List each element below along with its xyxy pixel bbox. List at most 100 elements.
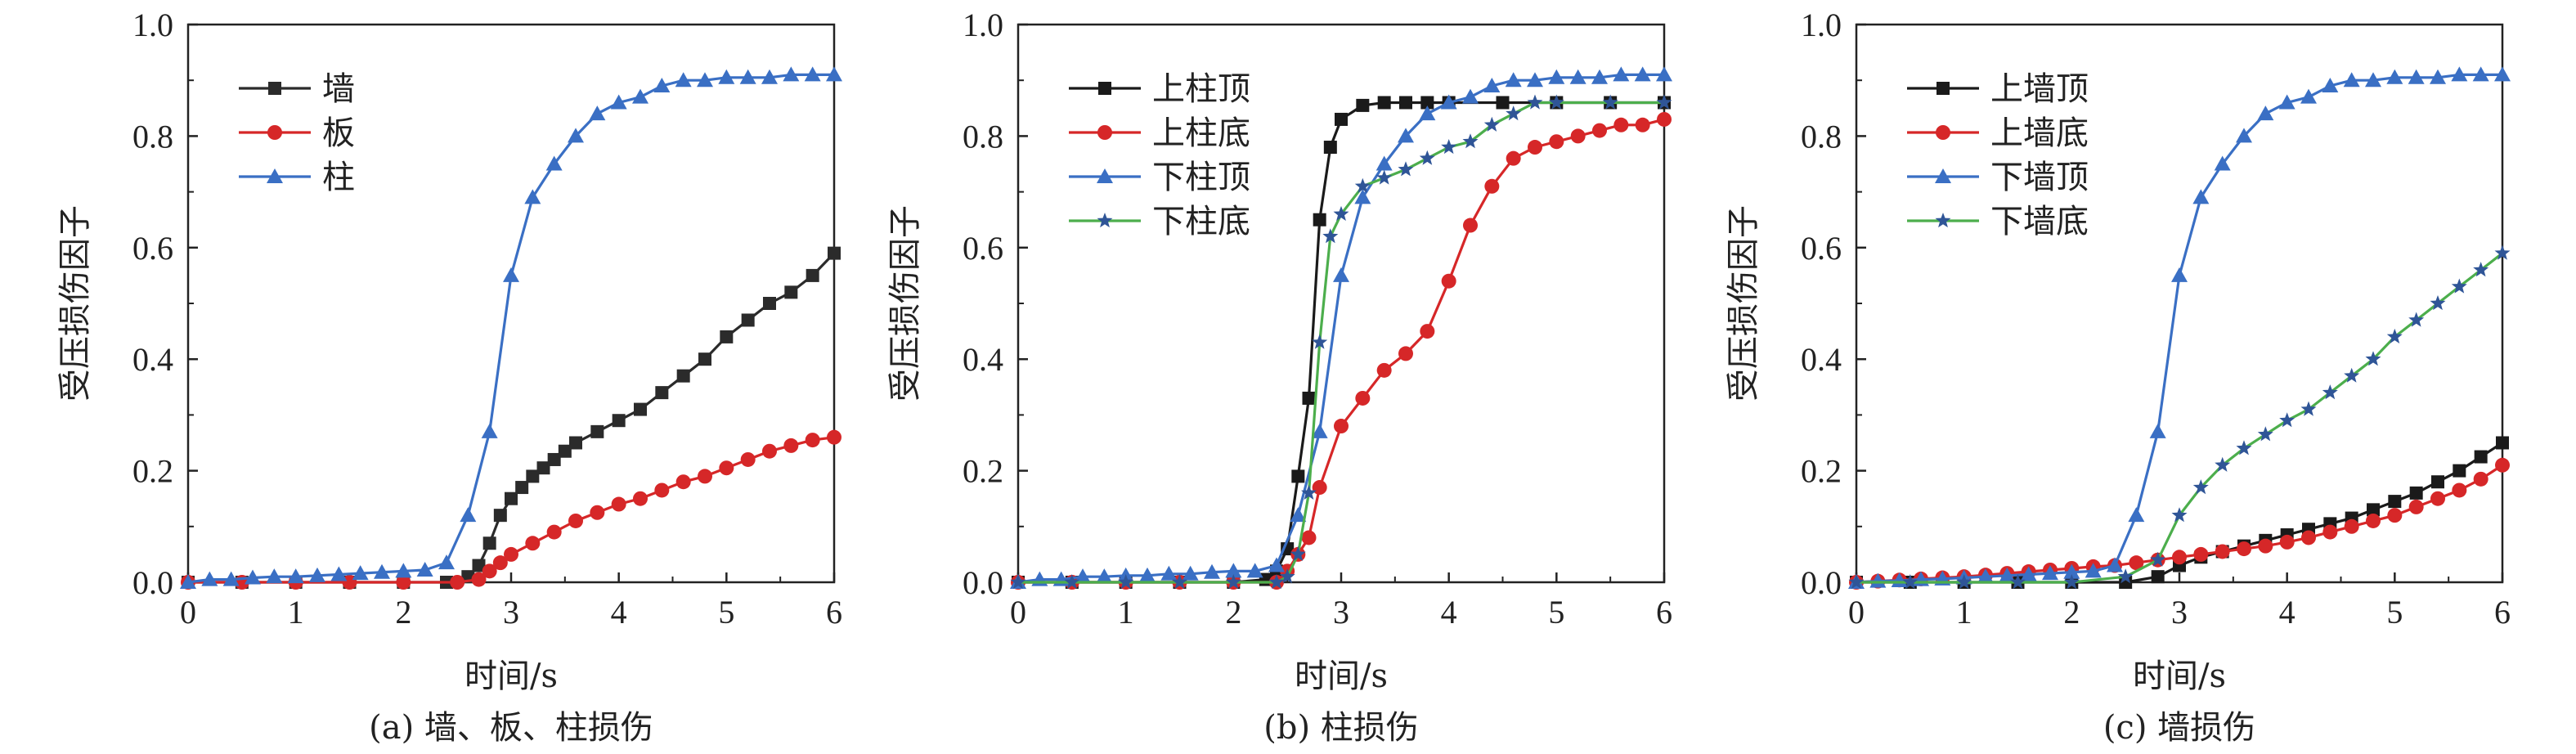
series-line bbox=[1018, 101, 1664, 584]
data-point bbox=[180, 574, 196, 589]
data-point bbox=[2344, 518, 2359, 534]
data-point bbox=[2472, 66, 2489, 82]
data-point bbox=[1441, 139, 1457, 155]
data-point bbox=[2366, 513, 2381, 528]
data-point bbox=[1290, 545, 1306, 561]
x-tick-label: 0 bbox=[1848, 594, 1865, 631]
series-line bbox=[1856, 252, 2503, 584]
data-point bbox=[2386, 69, 2403, 84]
data-point bbox=[2408, 499, 2424, 514]
data-point bbox=[611, 496, 626, 512]
data-point bbox=[1268, 574, 1285, 590]
y-tick-label: 0.0 bbox=[132, 564, 173, 601]
y-tick-label: 0.0 bbox=[1801, 564, 1842, 601]
series-4 bbox=[1010, 94, 1672, 590]
data-point bbox=[525, 536, 541, 551]
data-point bbox=[505, 491, 518, 505]
legend-marker bbox=[1935, 168, 1951, 183]
data-point bbox=[2215, 544, 2230, 559]
legend-marker bbox=[1098, 82, 1111, 95]
data-point bbox=[1323, 141, 1337, 155]
data-point bbox=[2430, 69, 2446, 84]
x-tick-label: 5 bbox=[1548, 594, 1564, 631]
data-point bbox=[2495, 457, 2510, 473]
x-tick-label: 3 bbox=[2171, 594, 2188, 631]
data-point bbox=[590, 505, 605, 520]
data-point bbox=[784, 285, 798, 299]
data-point bbox=[1335, 112, 1348, 126]
data-point bbox=[718, 69, 735, 84]
data-point bbox=[783, 66, 800, 82]
data-point bbox=[504, 546, 518, 562]
y-tick-label: 0.8 bbox=[963, 118, 1003, 155]
data-point bbox=[739, 69, 756, 84]
series-1 bbox=[1012, 96, 1671, 589]
y-tick-label: 0.2 bbox=[963, 453, 1003, 490]
data-point bbox=[460, 507, 477, 523]
legend-entry: 上柱顶 bbox=[1069, 70, 1250, 108]
y-tick-label: 0.8 bbox=[132, 118, 173, 155]
data-point bbox=[1376, 362, 1392, 378]
data-point bbox=[515, 481, 529, 495]
data-point bbox=[472, 559, 486, 572]
data-point bbox=[1268, 557, 1285, 572]
data-point bbox=[545, 155, 563, 171]
data-point bbox=[1313, 213, 1326, 227]
data-point bbox=[568, 128, 584, 143]
data-point bbox=[481, 423, 498, 438]
data-point bbox=[2236, 128, 2252, 143]
x-tick-label: 0 bbox=[180, 594, 196, 631]
legend-entry: 柱 bbox=[239, 159, 355, 196]
data-point bbox=[1483, 78, 1501, 93]
x-tick-label: 6 bbox=[1656, 594, 1672, 631]
data-point bbox=[492, 555, 508, 571]
y-tick-label: 1.0 bbox=[963, 7, 1003, 43]
data-point bbox=[2063, 563, 2080, 579]
y-tick-label: 0.0 bbox=[963, 564, 1003, 601]
chart-panel-1: 0 1 2 3 4 5 6 0.0 0.2 0.4 0.6 0.8 1.0 时间/s 受压损伤因子 (a) 墙… bbox=[56, 7, 842, 747]
data-point bbox=[569, 436, 582, 450]
data-point bbox=[2192, 479, 2209, 495]
data-point bbox=[589, 105, 606, 121]
y-axis-label: 受压损伤因子 bbox=[1725, 205, 1762, 402]
data-point bbox=[1656, 66, 1672, 82]
data-point bbox=[1548, 94, 1564, 110]
data-point bbox=[2237, 541, 2251, 557]
x-axis-label: 时间/s bbox=[2133, 658, 2226, 695]
data-point bbox=[2474, 450, 2488, 464]
data-point bbox=[1354, 189, 1371, 204]
legend-marker bbox=[1935, 213, 1951, 228]
data-point bbox=[1591, 69, 1608, 84]
data-point bbox=[675, 474, 691, 490]
data-point bbox=[633, 491, 648, 506]
legend-marker bbox=[1097, 213, 1113, 228]
legend-entry: 下墙底 bbox=[1907, 203, 2089, 240]
data-point bbox=[1333, 205, 1349, 221]
legend-entry: 上墙顶 bbox=[1907, 70, 2089, 108]
data-point bbox=[266, 568, 283, 584]
x-tick-label: 1 bbox=[288, 594, 304, 631]
data-point bbox=[1356, 98, 1370, 112]
data-point bbox=[1462, 133, 1479, 149]
data-point bbox=[2367, 503, 2380, 517]
data-point bbox=[653, 78, 671, 93]
data-point bbox=[1440, 94, 1457, 110]
legend-marker bbox=[267, 168, 283, 183]
data-point bbox=[2257, 105, 2274, 121]
data-point bbox=[761, 69, 778, 84]
data-point bbox=[827, 429, 841, 445]
data-point bbox=[2279, 534, 2295, 550]
data-point bbox=[632, 88, 648, 104]
series-1 bbox=[182, 246, 841, 589]
data-point bbox=[763, 297, 776, 310]
legend-marker bbox=[1097, 168, 1113, 183]
data-point bbox=[1075, 568, 1091, 584]
data-point bbox=[1399, 96, 1412, 110]
x-tick-label: 4 bbox=[2279, 594, 2296, 631]
data-point bbox=[1312, 334, 1328, 349]
data-point bbox=[2257, 426, 2273, 442]
data-point bbox=[805, 433, 820, 448]
data-point bbox=[2453, 464, 2466, 478]
data-point bbox=[1527, 72, 1543, 88]
data-point bbox=[2107, 557, 2123, 572]
